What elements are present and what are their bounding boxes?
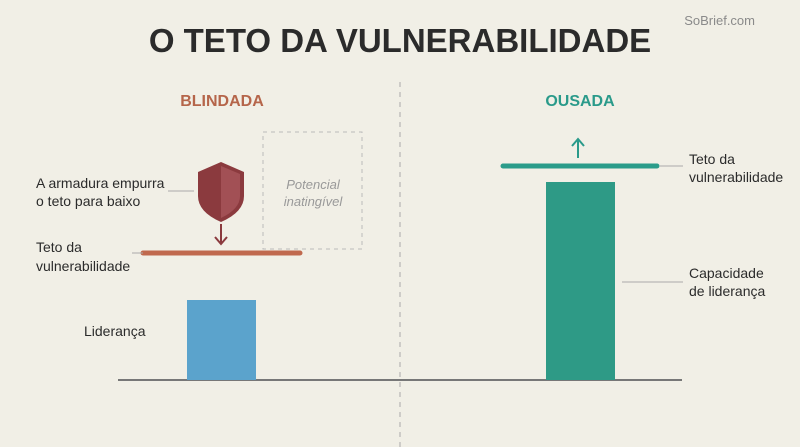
armor-note: A armadura empurra [36,175,165,191]
left-bar-label: Liderança [84,323,146,339]
armor-note: o teto para baixo [36,193,141,209]
left-title: BLINDADA [180,93,264,110]
title: O TETO DA VULNERABILIDADE [149,22,651,59]
left-ceiling-label: Teto da [36,239,82,255]
right-ceiling-label: vulnerabilidade [689,169,783,185]
right-title: OUSADA [545,93,615,110]
watermark: SoBrief.com [684,13,755,28]
down-arrow-head [214,236,228,246]
potential-box [262,131,363,250]
right-bar-label: de liderança [689,283,765,299]
left-ceiling-label: vulnerabilidade [36,258,130,274]
potential-text: inatingível [284,194,344,209]
potential-text: Potencial [286,177,341,192]
right-bar-label: Capacidade [689,265,764,281]
right-ceiling-label: Teto da [689,151,735,167]
shield-shade [221,166,240,218]
left-bar [187,300,256,380]
right-bar [546,182,615,380]
up-arrow-head [571,137,585,147]
